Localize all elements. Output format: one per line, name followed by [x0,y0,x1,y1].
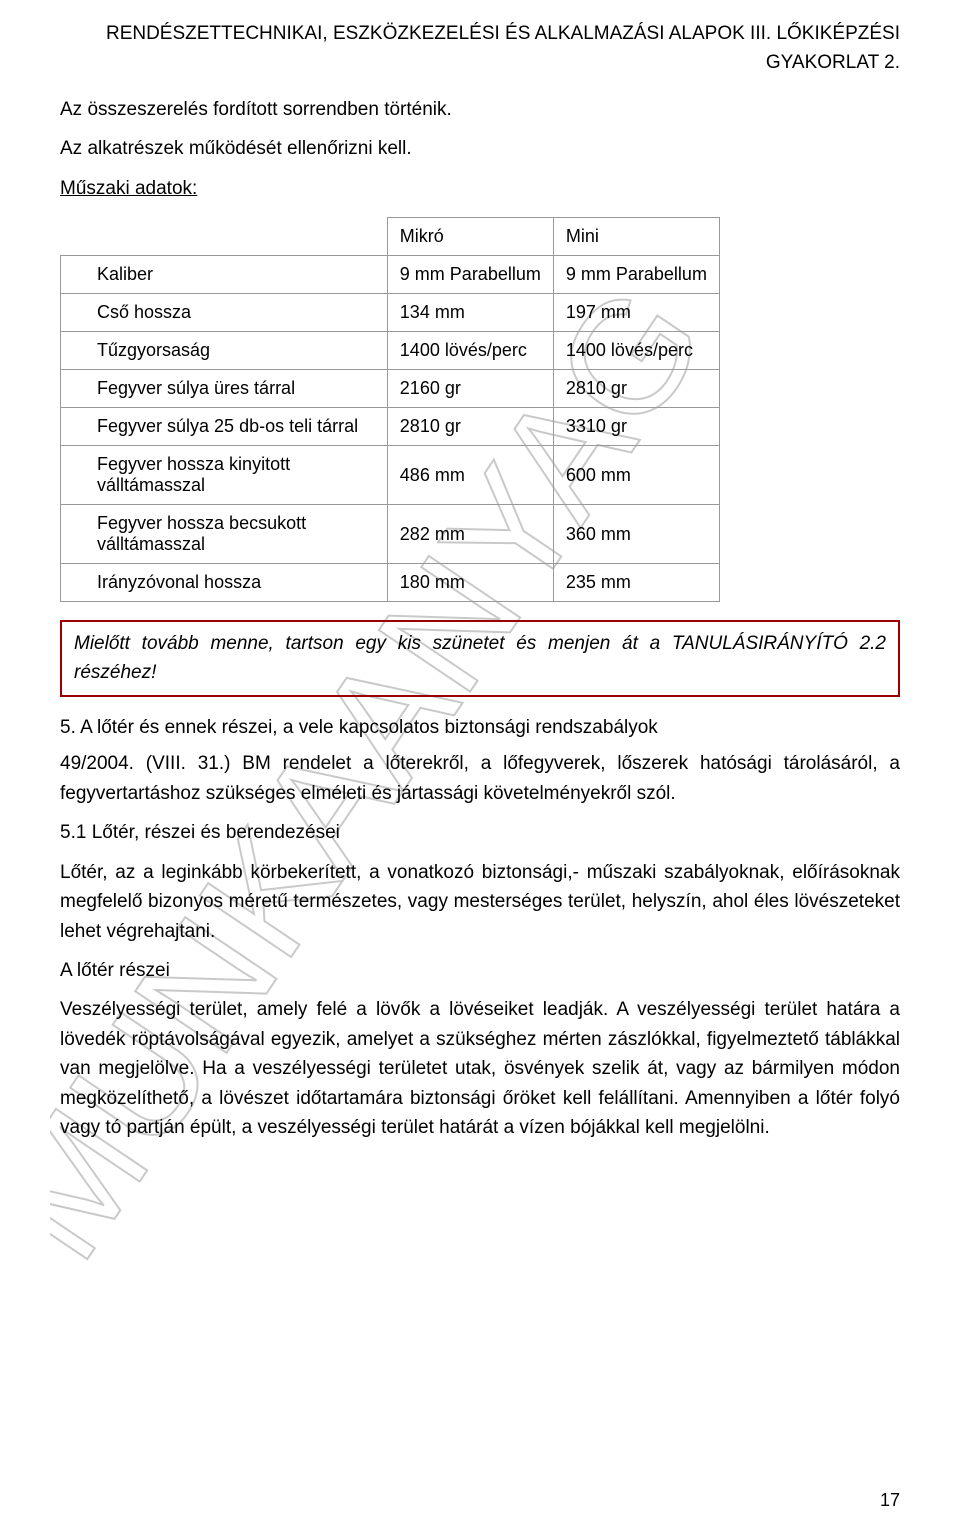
table-cell: 134 mm [387,294,553,332]
table-cell: 197 mm [553,294,719,332]
table-cell: 1400 lövés/perc [553,332,719,370]
table-cell: 2810 gr [387,408,553,446]
section-5-paragraph-4: Veszélyességi terület, amely felé a lövő… [60,995,900,1142]
table-header-row: Mikró Mini [61,218,720,256]
table-cell: 486 mm [387,446,553,505]
table-cell-label: Fegyver súlya üres tárral [61,370,388,408]
table-row: Fegyver hossza becsukott válltámasszal 2… [61,505,720,564]
table-cell: 360 mm [553,505,719,564]
table-row: Fegyver súlya 25 db-os teli tárral 2810 … [61,408,720,446]
section-5-paragraph-2: Lőtér, az a leginkább körbekerített, a v… [60,858,900,946]
tech-data-heading: Műszaki adatok: [60,174,900,203]
table-cell: 282 mm [387,505,553,564]
table-row: Cső hossza 134 mm 197 mm [61,294,720,332]
table-cell-label: Kaliber [61,256,388,294]
table-cell: 235 mm [553,564,719,602]
section-5-paragraph-1: 49/2004. (VIII. 31.) BM rendelet a lőter… [60,749,900,808]
spec-table: Mikró Mini Kaliber 9 mm Parabellum 9 mm … [60,217,720,602]
table-cell: 2810 gr [553,370,719,408]
table-cell: 9 mm Parabellum [387,256,553,294]
page-header: RENDÉSZETTECHNIKAI, ESZKÖZKEZELÉSI ÉS AL… [60,20,900,77]
table-cell: 600 mm [553,446,719,505]
section-5-subheading-1: 5.1 Lőtér, részei és berendezései [60,818,900,847]
header-line-1: RENDÉSZETTECHNIKAI, ESZKÖZKEZELÉSI ÉS AL… [60,20,900,49]
callout-box: Mielőtt tovább menne, tartson egy kis sz… [60,620,900,697]
table-row: Irányzóvonal hossza 180 mm 235 mm [61,564,720,602]
table-cell-label: Fegyver hossza becsukott válltámasszal [61,505,388,564]
header-line-2: GYAKORLAT 2. [60,49,900,78]
table-cell-label: Irányzóvonal hossza [61,564,388,602]
table-row: Kaliber 9 mm Parabellum 9 mm Parabellum [61,256,720,294]
table-row: Fegyver hossza kinyitott válltámasszal 4… [61,446,720,505]
table-cell: 2160 gr [387,370,553,408]
table-cell-label: Fegyver hossza kinyitott válltámasszal [61,446,388,505]
table-cell: 9 mm Parabellum [553,256,719,294]
table-cell: 180 mm [387,564,553,602]
table-header-col3: Mini [553,218,719,256]
callout-text: Mielőtt tovább menne, tartson egy kis sz… [74,633,886,683]
intro-paragraph-2: Az alkatrészek működését ellenőrizni kel… [60,134,900,163]
table-header-empty [61,218,388,256]
table-cell-label: Cső hossza [61,294,388,332]
table-cell: 1400 lövés/perc [387,332,553,370]
section-5-paragraph-3: A lőtér részei [60,956,900,985]
table-header-col2: Mikró [387,218,553,256]
table-row: Tűzgyorsaság 1400 lövés/perc 1400 lövés/… [61,332,720,370]
section-5-title: 5. A lőtér és ennek részei, a vele kapcs… [60,717,900,739]
table-cell: 3310 gr [553,408,719,446]
intro-paragraph-1: Az összeszerelés fordított sorrendben tö… [60,95,900,124]
table-row: Fegyver súlya üres tárral 2160 gr 2810 g… [61,370,720,408]
table-cell-label: Fegyver súlya 25 db-os teli tárral [61,408,388,446]
table-cell-label: Tűzgyorsaság [61,332,388,370]
page-number: 17 [880,1490,900,1511]
